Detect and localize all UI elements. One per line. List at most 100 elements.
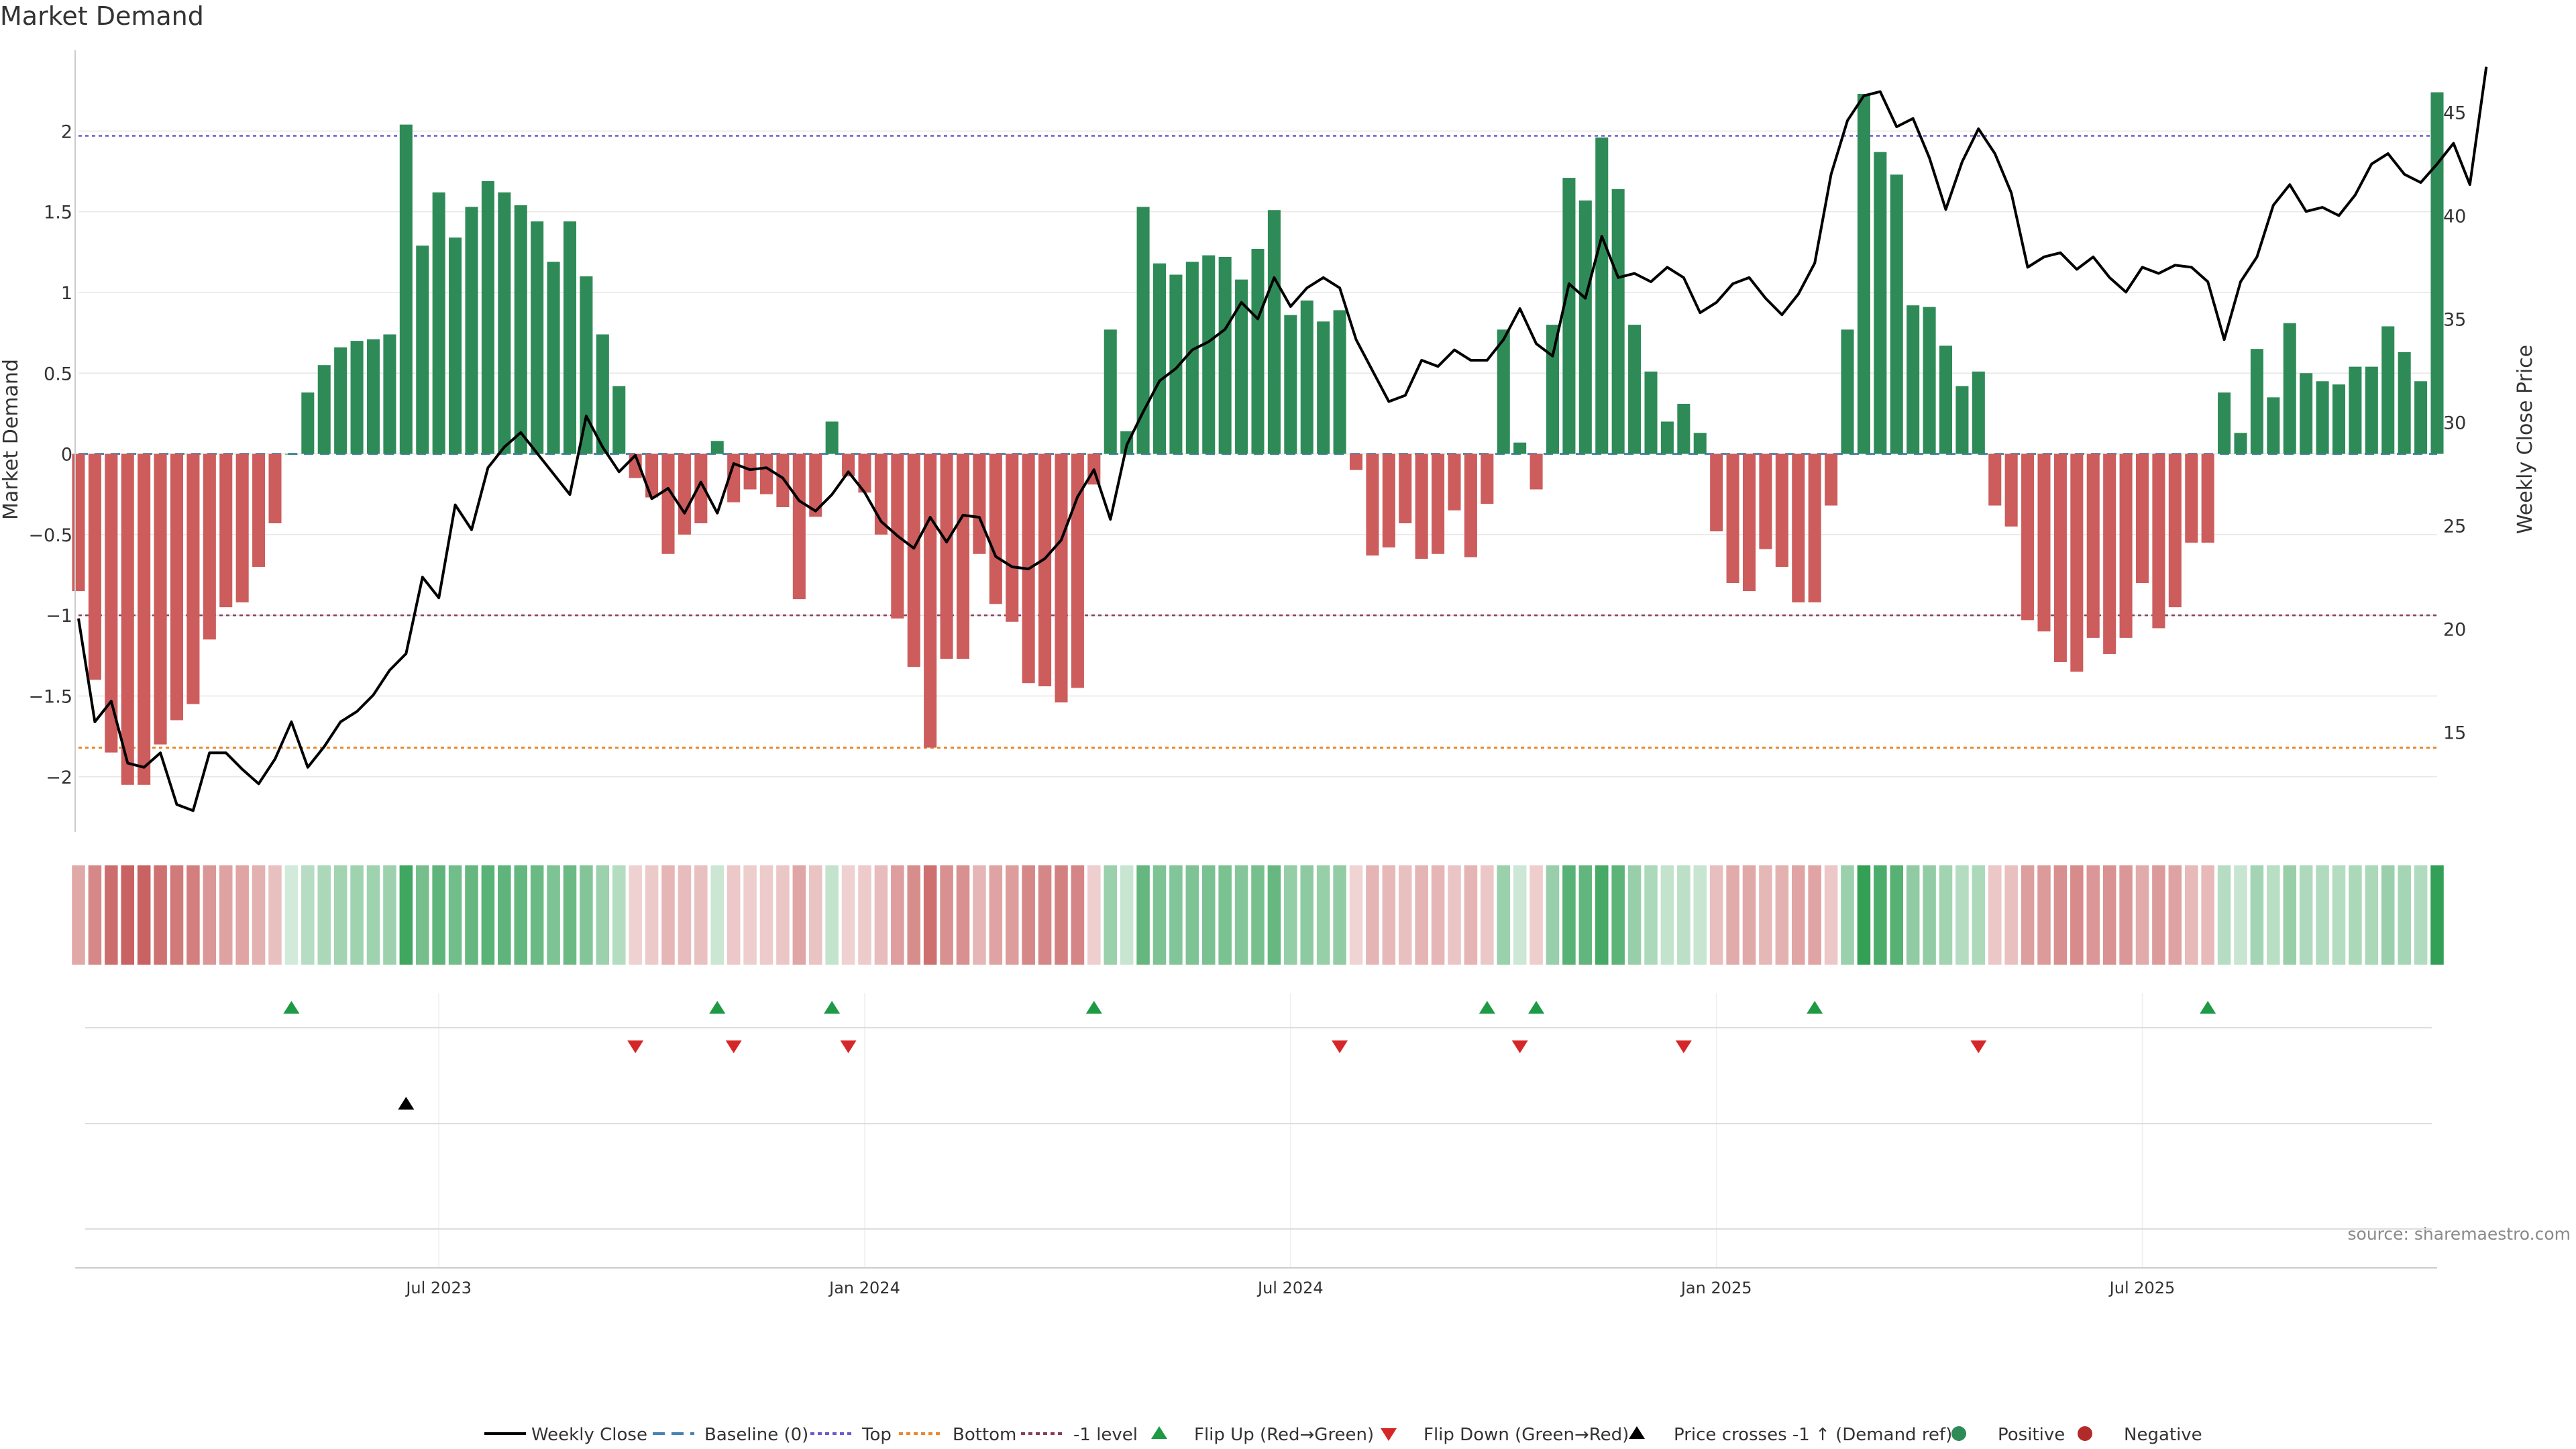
heat-strip-cell <box>1857 865 1871 965</box>
demand-bar <box>138 453 151 785</box>
demand-bar <box>1693 433 1707 454</box>
heat-strip-cell <box>1464 865 1478 965</box>
heat-strip-cell <box>792 865 806 965</box>
y-axis-label: Market Demand <box>0 359 23 520</box>
demand-bar <box>612 386 626 454</box>
demand-bar <box>1562 178 1576 454</box>
legend-flip-down-swatch <box>1381 1428 1397 1441</box>
heat-strip-cell <box>1136 865 1150 965</box>
heat-strip-cell <box>841 865 855 965</box>
legend-positive-swatch <box>1951 1426 1966 1441</box>
heat-strip-cell <box>1693 865 1707 965</box>
heat-strip-cell <box>1234 865 1248 965</box>
demand-bar <box>481 180 494 454</box>
heat-strip-cell <box>1022 865 1035 965</box>
heat-strip-cell <box>1316 865 1330 965</box>
demand-bar <box>1317 321 1330 454</box>
demand-bar <box>432 192 445 454</box>
heat-strip-cell <box>923 865 937 965</box>
heat-strip-cell <box>1104 865 1118 965</box>
demand-bar <box>186 453 200 704</box>
flip-down-marker <box>1332 1040 1348 1053</box>
demand-bar <box>1578 200 1592 454</box>
demand-bar <box>940 453 953 659</box>
heat-strip-cell <box>415 865 429 965</box>
heat-strip-cell <box>465 865 478 965</box>
demand-bar <box>1857 93 1870 454</box>
demand-bar <box>531 221 544 454</box>
y-tick-label: 1.5 <box>44 203 72 223</box>
heat-strip-cell <box>1562 865 1576 965</box>
heat-strip-cell <box>333 865 347 965</box>
heat-strip-cell <box>2135 865 2149 965</box>
heat-strip-cell <box>1955 865 1969 965</box>
demand-bar <box>1628 325 1642 454</box>
demand-bar <box>449 237 462 454</box>
heat-strip-cell <box>235 865 249 965</box>
legend-flip-up-swatch <box>1151 1426 1167 1439</box>
demand-bar <box>2430 92 2444 454</box>
heat-strip-cell <box>1677 865 1690 965</box>
heat-strip-cell <box>1742 865 1756 965</box>
heat-strip-cell <box>121 865 135 965</box>
demand-bar <box>2185 453 2198 543</box>
demand-bar <box>2119 453 2133 638</box>
demand-bar <box>383 334 396 454</box>
demand-bar <box>2267 397 2280 454</box>
demand-bar <box>776 453 790 507</box>
demand-bar <box>1218 257 1232 454</box>
demand-bar <box>2070 453 2084 672</box>
demand-bar <box>2053 453 2067 662</box>
demand-bar <box>154 453 167 745</box>
demand-bar <box>596 334 609 454</box>
heat-strip-cell <box>366 865 380 965</box>
y2-axis-label: Weekly Close Price <box>2514 345 2537 534</box>
heat-strip-cell <box>759 865 773 965</box>
heat-strip-cell <box>678 865 692 965</box>
legend-label: Baseline (0) <box>704 1425 808 1445</box>
demand-bar <box>2086 453 2100 638</box>
heat-strip-cell <box>2414 865 2428 965</box>
flip-up-marker <box>1479 1001 1495 1014</box>
demand-bar <box>1152 263 1167 454</box>
demand-bar <box>809 453 822 517</box>
heat-strip-cell <box>1595 865 1609 965</box>
demand-bar <box>1464 453 1477 557</box>
demand-bars <box>72 92 2444 785</box>
heat-strip-cell <box>1890 865 1904 965</box>
y-tick-label: 1 <box>61 283 72 304</box>
heat-strip-cell <box>432 865 445 965</box>
heat-strip-cell <box>1398 865 1412 965</box>
demand-bar <box>268 453 282 524</box>
demand-bar <box>399 124 413 454</box>
heat-strip-cell <box>88 865 102 965</box>
demand-bar <box>2365 366 2378 454</box>
demand-bar <box>1972 371 1985 454</box>
heat-strip-cell <box>1791 865 1805 965</box>
demand-bar <box>2135 453 2149 584</box>
demand-bar <box>2021 453 2035 621</box>
heat-strip-cell <box>1333 865 1346 965</box>
demand-bar <box>973 453 986 554</box>
heat-strip-cell <box>284 865 299 965</box>
demand-bar <box>2168 453 2182 608</box>
demand-bar <box>645 453 659 498</box>
demand-bar <box>170 453 184 720</box>
heat-strip-cell <box>2430 865 2444 965</box>
heat-strip <box>72 865 2444 965</box>
y-tick-label: −2 <box>46 767 72 788</box>
demand-bar <box>252 453 266 567</box>
heat-strip-cell <box>2365 865 2379 965</box>
demand-bar <box>710 441 724 454</box>
heat-strip-cell <box>1824 865 1838 965</box>
heat-strip-cell <box>2217 865 2231 965</box>
heat-strip-cell <box>2234 865 2247 965</box>
heat-strip-cell <box>1300 865 1314 965</box>
heat-strip-cell <box>2021 865 2035 965</box>
heat-strip-cell <box>1349 865 1363 965</box>
demand-bar <box>1595 137 1609 454</box>
heat-strip-cell <box>203 865 217 965</box>
demand-bar <box>2201 453 2214 543</box>
heat-strip-cell <box>2086 865 2100 965</box>
flip-down-marker <box>840 1040 857 1053</box>
